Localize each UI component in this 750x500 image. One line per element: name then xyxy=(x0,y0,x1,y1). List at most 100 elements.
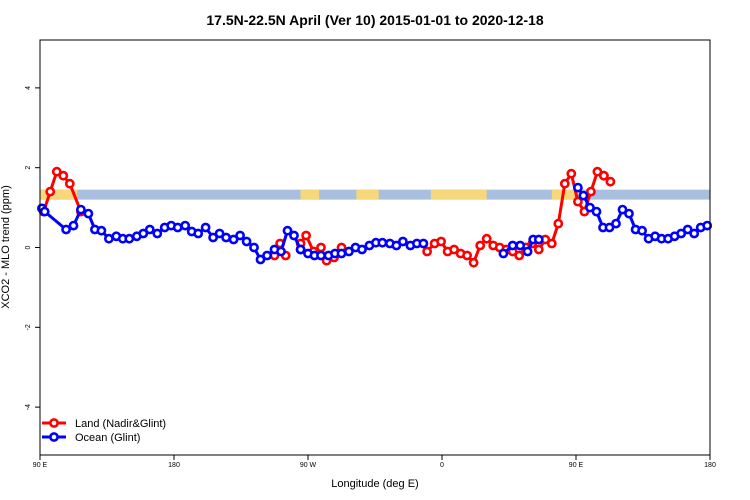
chart-title: 17.5N-22.5N April (Ver 10) 2015-01-01 to… xyxy=(206,12,543,28)
series-1-point-0-3 xyxy=(68,220,79,231)
y-tick-label-1: -2 xyxy=(25,324,32,330)
series-1-point-0-29 xyxy=(249,242,259,253)
land-band-segment-1 xyxy=(300,189,320,200)
x-tick-label-5: 180 xyxy=(704,462,716,469)
series-0-point-2-1 xyxy=(301,230,311,241)
series-1-point-1-6 xyxy=(336,248,347,259)
series-1-point-3-3 xyxy=(591,206,602,217)
series-1-point-0-4 xyxy=(76,204,86,215)
land-band-segment-2 xyxy=(356,189,379,200)
series-1-point-3-1 xyxy=(578,190,589,201)
series-1-point-0-24 xyxy=(214,228,225,239)
y-tick-label-2: 0 xyxy=(25,245,32,249)
x-tick-label-1: 180 xyxy=(168,462,180,469)
series-1-point-3-0 xyxy=(573,182,583,193)
x-axis-ticks: 90 E 180 90 W 0 90 E 180 xyxy=(33,455,716,469)
series-0-point-3-0 xyxy=(422,246,432,257)
series-0-point-0-3 xyxy=(58,170,69,181)
series-1-point-1-12 xyxy=(377,237,388,248)
series-1-point-0-34 xyxy=(282,225,293,236)
series-0-point-3-2 xyxy=(436,236,446,247)
series-1-point-3-16 xyxy=(676,228,687,239)
series-1-point-0-25 xyxy=(221,232,231,243)
series-1-point-1-3 xyxy=(316,250,326,261)
y-tick-label-4: 4 xyxy=(25,86,32,90)
series-0-point-0-1 xyxy=(45,186,56,197)
series-0-point-3-7 xyxy=(468,257,479,268)
series-1-point-1-7 xyxy=(343,246,354,257)
series-1-point-0-21 xyxy=(193,228,204,239)
series-0-point-3-25 xyxy=(586,186,596,197)
series-1-point-0-11 xyxy=(124,233,135,244)
series-1-point-1-9 xyxy=(357,244,367,255)
series-1-point-0-14 xyxy=(144,224,155,235)
series-1-point-0-13 xyxy=(138,228,149,239)
land-band-segment-3 xyxy=(430,189,487,200)
series-1-point-1-15 xyxy=(397,236,408,247)
series-0-point-3-17 xyxy=(533,244,544,255)
series-1-point-2-0 xyxy=(498,248,509,259)
series-1-point-0-1 xyxy=(39,206,50,217)
legend-marker-1 xyxy=(49,432,59,442)
series-1-point-3-10 xyxy=(637,225,647,236)
series-1-point-0-15 xyxy=(152,228,163,239)
series-1-point-0-35 xyxy=(289,230,299,241)
legend-label-1: Ocean (Glint) xyxy=(75,432,140,444)
series-1-point-2-2 xyxy=(515,240,526,251)
series-1-point-0-19 xyxy=(180,220,191,231)
land-ocean-band xyxy=(40,189,710,200)
legend-marker-0 xyxy=(49,418,59,428)
x-tick-label-4: 90 E xyxy=(569,462,584,469)
legend-label-0: Land (Nadir&Glint) xyxy=(75,418,166,430)
series-0-point-3-4 xyxy=(449,244,459,255)
series-1-point-2-3 xyxy=(522,246,533,257)
y-tick-label-3: 2 xyxy=(25,166,32,170)
x-axis-label: Longitude (deg E) xyxy=(331,478,418,490)
series-1-point-0-33 xyxy=(276,246,286,257)
legend: Land (Nadir&Glint) Ocean (Glint) xyxy=(42,418,166,444)
x-tick-label-0: 90 E xyxy=(33,462,48,469)
series-1-point-1-0 xyxy=(295,244,306,255)
series-1-point-3-7 xyxy=(617,204,628,215)
series-1-point-3-18 xyxy=(689,228,700,239)
series-1-point-0-30 xyxy=(255,254,266,265)
series-1-point-2-1 xyxy=(507,240,518,251)
series-1-point-0-2 xyxy=(61,224,71,235)
series-1-point-0-7 xyxy=(96,225,107,236)
series-0-point-3-26 xyxy=(592,166,603,177)
y-axis-label: XCO2 - MLO trend (ppm) xyxy=(0,185,12,308)
land-band-segment-4 xyxy=(551,189,580,200)
series-1-point-0-27 xyxy=(235,230,245,241)
series-1-point-0-5 xyxy=(83,208,94,219)
series-0-point-3-20 xyxy=(553,218,564,229)
y-axis-ticks: -4 -2 0 2 4 xyxy=(25,86,40,410)
x-tick-label-3: 0 xyxy=(440,462,444,469)
land-band-segment-0 xyxy=(40,189,78,200)
series-0-point-3-8 xyxy=(475,240,486,251)
series-0-point-0-2 xyxy=(51,166,62,177)
series-0-point-3-14 xyxy=(514,250,525,261)
series-1-point-0-22 xyxy=(200,222,211,233)
series-0-point-3-23 xyxy=(573,196,583,207)
series-1-point-3-20 xyxy=(702,220,713,231)
series-1-point-1-18 xyxy=(418,238,429,249)
y-tick-label-0: -4 xyxy=(25,404,32,410)
series-1-point-3-8 xyxy=(624,208,634,219)
series-0-point-0-4 xyxy=(64,178,75,189)
series-0-point-3-19 xyxy=(546,238,557,249)
series-1-point-0-26 xyxy=(228,234,239,245)
series-1-point-0-18 xyxy=(172,222,183,233)
series-1-point-3-17 xyxy=(682,224,693,235)
series-1-point-0-31 xyxy=(262,250,272,261)
series-0-point-3-21 xyxy=(559,178,570,189)
series-0-point-3-9 xyxy=(481,233,492,244)
series-1-point-2-5 xyxy=(533,234,544,245)
series-0-point-2-3 xyxy=(316,242,326,253)
series-layer xyxy=(37,166,713,268)
series-0-point-4-1 xyxy=(605,176,616,187)
series-1-point-3-6 xyxy=(611,218,621,229)
series-0-point-3-6 xyxy=(462,250,472,261)
x-tick-label-2: 90 W xyxy=(300,462,317,469)
series-1-point-1-14 xyxy=(391,240,402,251)
